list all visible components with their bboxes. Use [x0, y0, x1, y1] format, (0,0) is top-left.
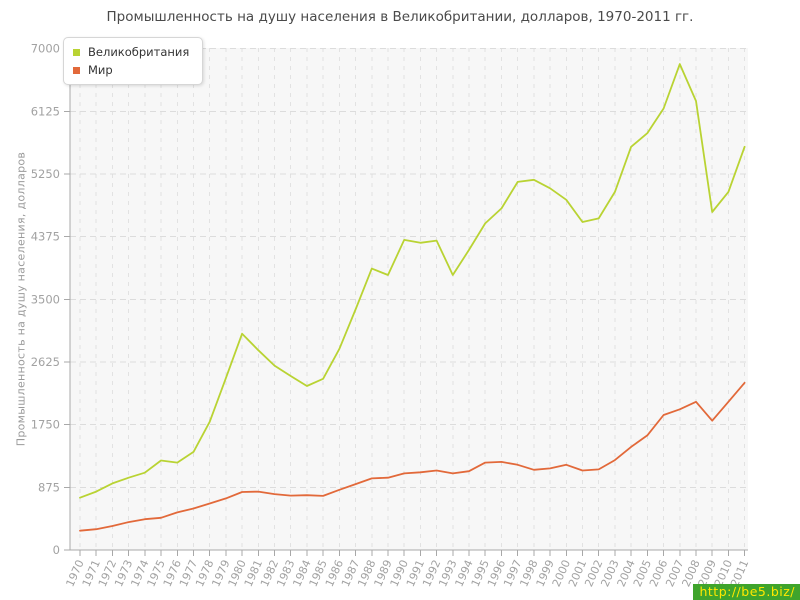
series-line-uk	[79, 63, 746, 499]
series-line-world	[79, 381, 746, 532]
legend-swatch-world-icon	[73, 66, 80, 74]
y-tick-label: 4375	[31, 230, 60, 244]
y-axis-title: Промышленность на душу населения, доллар…	[14, 151, 28, 447]
chart-title: Промышленность на душу населения в Велик…	[106, 9, 694, 25]
y-tick-label: 7000	[31, 42, 60, 56]
y-tick-label: 6125	[31, 104, 60, 118]
legend-label-uk: Великобритания	[88, 45, 190, 59]
y-tick-label: 875	[38, 480, 60, 494]
y-tick-label: 5250	[31, 167, 60, 181]
y-tick-label: 2625	[31, 355, 60, 369]
legend-item-world[interactable]: Мир	[73, 61, 189, 79]
y-tick-label: 3500	[31, 292, 60, 306]
y-tick-label: 1750	[31, 418, 60, 432]
y-tick-label: 0	[53, 543, 60, 557]
legend-swatch-uk-icon	[73, 48, 80, 56]
legend: Великобритания Мир	[63, 37, 204, 85]
watermark-link[interactable]: http://be5.biz/	[693, 584, 800, 600]
legend-item-uk[interactable]: Великобритания	[73, 43, 189, 61]
legend-label-world: Мир	[88, 63, 113, 77]
